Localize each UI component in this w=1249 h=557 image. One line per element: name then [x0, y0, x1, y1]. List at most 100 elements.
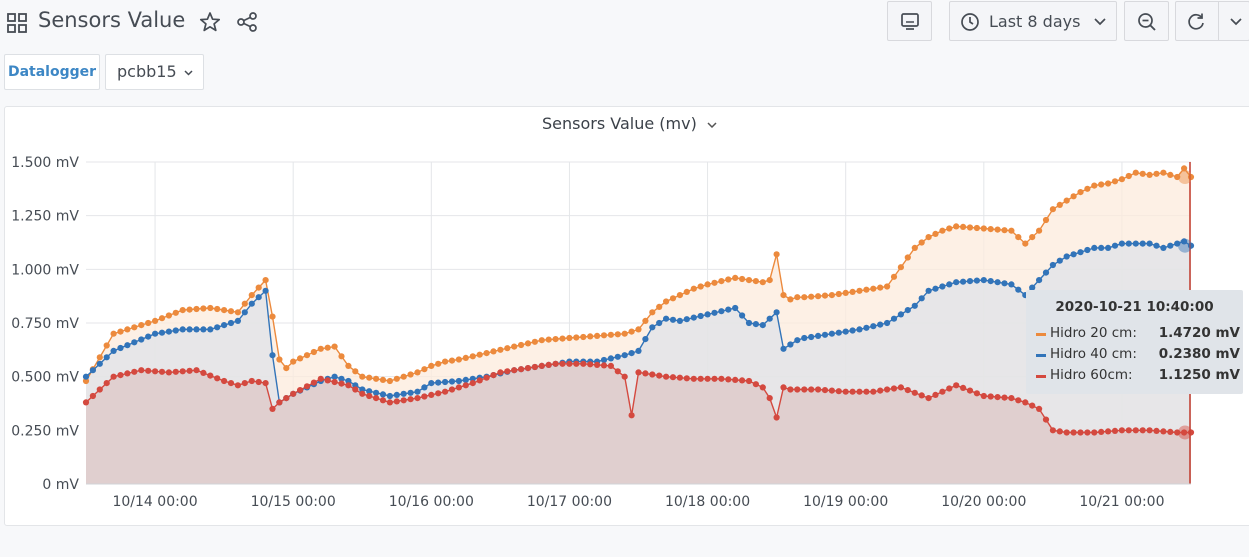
tv-mode-button[interactable]: [887, 1, 932, 41]
data-point: [918, 295, 925, 302]
data-point: [1042, 216, 1050, 224]
data-point: [890, 315, 898, 322]
data-point: [386, 377, 393, 385]
tooltip-series-name: Hidro 40 cm:: [1050, 346, 1137, 362]
data-point: [669, 316, 677, 323]
data-point: [904, 254, 911, 261]
data-point: [628, 328, 635, 335]
data-point: [863, 286, 870, 293]
data-point: [1153, 242, 1160, 249]
data-point: [186, 326, 193, 333]
data-point: [973, 224, 981, 232]
data-point: [82, 373, 90, 380]
data-point: [808, 333, 815, 341]
data-point: [1174, 173, 1181, 181]
tooltip-swatch: [1036, 354, 1046, 357]
star-icon[interactable]: [199, 11, 221, 33]
data-point: [683, 316, 690, 323]
data-point: [386, 399, 393, 406]
data-point: [338, 375, 345, 382]
zoom-out-button[interactable]: [1124, 1, 1169, 41]
data-point: [1146, 240, 1153, 247]
data-point: [835, 290, 842, 298]
data-point: [324, 344, 331, 351]
data-point: [759, 384, 766, 391]
y-tick-label: 0.250 mV: [11, 423, 79, 439]
data-point: [207, 326, 214, 333]
data-point: [987, 226, 994, 233]
data-point: [1167, 171, 1174, 178]
data-point: [663, 298, 670, 305]
data-point: [1091, 244, 1098, 251]
data-point: [925, 395, 932, 402]
data-point: [835, 388, 842, 395]
data-point: [414, 395, 421, 402]
data-point: [497, 369, 504, 376]
data-point: [96, 386, 103, 393]
data-point: [1139, 427, 1146, 434]
data-point: [345, 362, 352, 369]
page-title[interactable]: Sensors Value: [38, 8, 186, 32]
data-point: [552, 360, 559, 367]
data-point: [145, 333, 152, 340]
data-point: [815, 293, 822, 300]
data-point: [359, 373, 366, 380]
hover-marker: [1178, 238, 1192, 253]
data-point: [110, 330, 117, 337]
panel-title[interactable]: Sensors Value (mv): [542, 114, 717, 133]
data-point: [704, 375, 711, 382]
data-point: [152, 368, 159, 375]
data-point: [428, 380, 435, 387]
data-point: [573, 360, 580, 367]
x-tick-label: 10/17 00:00: [527, 494, 612, 510]
data-point: [870, 388, 877, 395]
chevron-down-icon[interactable]: [1230, 17, 1242, 27]
data-point: [1111, 242, 1119, 249]
data-point: [842, 289, 849, 296]
data-point: [842, 328, 849, 335]
data-point: [849, 288, 856, 295]
data-point: [1056, 257, 1063, 264]
data-point: [366, 388, 373, 395]
data-point: [773, 251, 780, 258]
data-point: [435, 360, 442, 367]
data-point: [849, 388, 856, 395]
data-point: [455, 377, 462, 385]
data-point: [400, 390, 407, 397]
data-point: [808, 293, 815, 300]
data-point: [1015, 286, 1022, 293]
chevron-down-icon: [1094, 18, 1106, 26]
hover-marker: [1178, 425, 1192, 440]
data-point: [656, 319, 663, 327]
data-point: [455, 356, 462, 363]
data-point: [835, 329, 842, 336]
data-point: [1181, 238, 1188, 245]
data-point: [994, 394, 1001, 401]
data-point: [676, 292, 684, 299]
data-point: [1029, 284, 1036, 291]
data-point: [1063, 253, 1070, 260]
data-point: [476, 351, 483, 358]
series-points-1: [82, 165, 1195, 385]
time-picker-button[interactable]: Last 8 days: [949, 1, 1117, 41]
data-point: [856, 287, 863, 294]
data-point: [158, 368, 166, 375]
data-point: [435, 379, 442, 386]
grid-icon[interactable]: [7, 13, 27, 33]
hover-marker: [1178, 170, 1192, 185]
data-point: [808, 386, 815, 393]
data-point: [987, 278, 994, 285]
data-point: [1167, 428, 1174, 435]
data-point: [442, 388, 449, 395]
hover-tooltip: 2020-10-21 10:40:00 Hidro 20 cm: 1.4720 …: [1026, 290, 1243, 394]
data-point: [877, 387, 884, 394]
refresh-button[interactable]: [1175, 1, 1249, 41]
data-point: [1049, 206, 1056, 213]
share-icon[interactable]: [236, 11, 258, 33]
data-point: [1160, 428, 1167, 435]
data-point: [559, 360, 566, 367]
data-point: [469, 353, 476, 360]
datalogger-select[interactable]: pcbb15: [105, 54, 204, 90]
data-point: [911, 244, 918, 251]
